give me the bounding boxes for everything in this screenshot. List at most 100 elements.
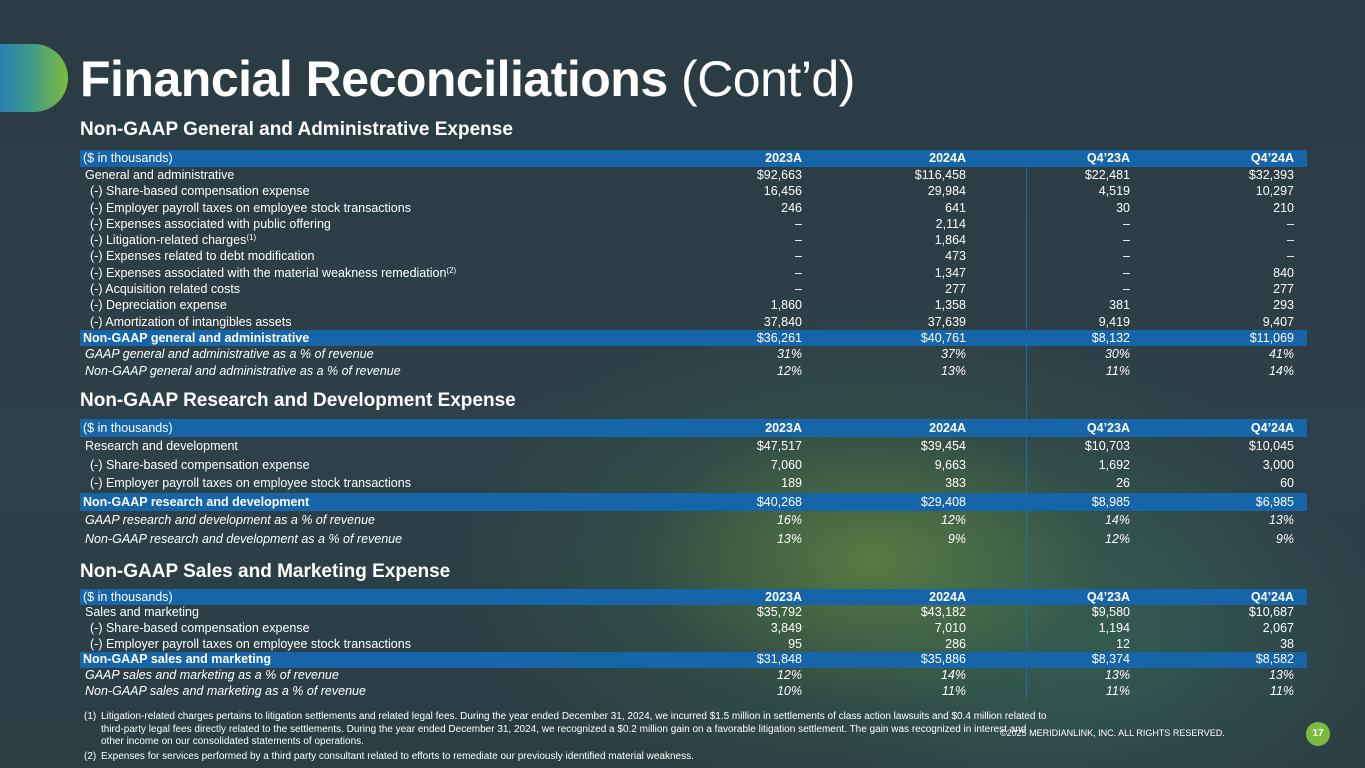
- table-row: (-) Amortization of intangibles assets 37…: [80, 314, 1307, 330]
- row-label: General and administrative: [85, 167, 234, 183]
- row-label-text: (-) Employer payroll taxes on employee s…: [90, 476, 411, 490]
- percent-row: GAAP sales and marketing as a % of reven…: [80, 668, 1307, 684]
- row-label-text: (-) Share-based compensation expense: [90, 620, 310, 635]
- row-value: 293: [1273, 298, 1294, 313]
- row-value: 189: [781, 476, 802, 490]
- table-row: (-) Employer payroll taxes on employee s…: [80, 200, 1307, 216]
- row-value: –: [1123, 249, 1130, 264]
- row-value: 38: [1280, 636, 1294, 651]
- rd-table: ($ in thousands) 2023A 2024A Q4’23A Q4’24A Re…: [80, 419, 1307, 548]
- row-label: (-) Depreciation expense: [90, 297, 227, 313]
- row-value: $43,182: [920, 605, 966, 619]
- row-value: $8,582: [1255, 652, 1294, 667]
- row-label-text: Non-GAAP general and administrative: [83, 330, 310, 345]
- row-value: 1,860: [770, 298, 802, 313]
- table-row: (-) Share-based compensation expense 16,4…: [80, 183, 1307, 199]
- table-row: (-) Litigation-related charges(1) – 1,864 –…: [80, 232, 1307, 248]
- row-value: 641: [945, 200, 966, 215]
- table-row: (-) Expenses associated with public offe…: [80, 216, 1307, 232]
- row-value: 95: [788, 636, 802, 651]
- row-value: $8,374: [1091, 652, 1130, 667]
- footnote-1-number: (1): [84, 711, 97, 722]
- row-value: 14%: [1104, 513, 1130, 527]
- row-value: 41%: [1268, 347, 1294, 362]
- percent-row: Non-GAAP sales and marketing as a % of r…: [80, 684, 1307, 700]
- row-label: GAAP general and administrative as a % o…: [85, 346, 374, 362]
- row-label-text: Non-GAAP research and development: [83, 494, 310, 509]
- row-label-text: GAAP general and administrative as a % o…: [85, 347, 374, 362]
- row-value: 10,297: [1255, 184, 1294, 199]
- row-label: (-) Share-based compensation expense: [90, 456, 310, 475]
- row-value: 12%: [940, 513, 966, 527]
- section-title-rd: Non-GAAP Research and Development Expens…: [80, 390, 516, 411]
- row-value: $8,985: [1091, 494, 1130, 509]
- column-header: 2023A: [765, 151, 802, 165]
- row-label: (-) Expenses associated with the materia…: [90, 265, 456, 281]
- total-row: Non-GAAP research and development $40,268…: [80, 492, 1307, 512]
- table-row: (-) Expenses associated with the materia…: [80, 265, 1307, 281]
- row-label: (-) Amortization of intangibles assets: [90, 314, 291, 330]
- row-value: 12%: [776, 363, 802, 378]
- table-row: (-) Employer payroll taxes on employee s…: [80, 474, 1307, 493]
- row-value: $31,848: [756, 652, 802, 667]
- row-label: Research and development: [85, 437, 238, 456]
- table-header-row: ($ in thousands) 2023A 2024A Q4’23A Q4’24A: [80, 589, 1307, 605]
- row-value: $40,268: [756, 494, 802, 509]
- row-value: $8,132: [1091, 330, 1130, 345]
- table-row: General and administrative $92,663 $116,45…: [80, 167, 1307, 183]
- row-label-text: (-) Share-based compensation expense: [90, 457, 310, 472]
- row-value: 11%: [941, 683, 966, 698]
- column-header: Q4’23A: [1086, 151, 1130, 165]
- page-title: Financial Reconciliations (Cont’d): [80, 48, 855, 110]
- row-value: 13%: [1104, 668, 1130, 683]
- row-value: 31%: [776, 347, 802, 362]
- row-label: (-) Share-based compensation expense: [90, 621, 310, 637]
- row-value: 30: [1116, 200, 1130, 215]
- row-value: 9,663: [934, 457, 966, 472]
- row-label-text: (-) Expenses associated with the materia…: [90, 265, 447, 280]
- row-value: 12: [1116, 636, 1130, 651]
- row-value: 383: [945, 476, 966, 490]
- percent-row: GAAP research and development as a % of …: [80, 511, 1307, 530]
- table-header-row: ($ in thousands) 2023A 2024A Q4’23A Q4’24A: [80, 150, 1307, 167]
- sm-table: ($ in thousands) 2023A 2024A Q4’23A Q4’24A Sa…: [80, 589, 1307, 700]
- column-header: 2024A: [929, 590, 966, 604]
- brand-logo-mark: [0, 44, 68, 112]
- row-value: –: [1123, 233, 1130, 248]
- row-label-text: (-) Litigation-related charges: [90, 233, 247, 248]
- row-label: (-) Acquisition related costs: [90, 281, 240, 297]
- row-label: GAAP sales and marketing as a % of reven…: [85, 668, 339, 684]
- row-value: 26: [1116, 476, 1130, 490]
- column-header: 2024A: [929, 421, 966, 435]
- row-value: $92,663: [756, 168, 802, 182]
- table-header-row: ($ in thousands) 2023A 2024A Q4’23A Q4’24A: [80, 419, 1307, 437]
- row-label: Non-GAAP sales and marketing: [83, 652, 271, 668]
- row-value: 13%: [940, 363, 966, 378]
- section-title-ga: Non-GAAP General and Administrative Expe…: [80, 119, 513, 140]
- unit-label: ($ in thousands): [83, 421, 173, 435]
- row-label-text: Sales and marketing: [85, 605, 199, 619]
- row-value: –: [795, 265, 802, 280]
- row-value: $32,393: [1248, 168, 1294, 182]
- footnote-2: (2) Expenses for services performed by a…: [84, 751, 1299, 764]
- row-value: 16%: [776, 513, 802, 527]
- row-value: 13%: [1268, 668, 1294, 683]
- row-value: $10,703: [1084, 439, 1130, 453]
- footnote-1-text: Litigation-related charges pertains to l…: [101, 711, 1047, 747]
- row-label: Non-GAAP general and administrative: [83, 330, 309, 346]
- row-value: 16,456: [763, 184, 802, 199]
- column-header: Q4’24A: [1250, 421, 1294, 435]
- footnote-1: (1) Litigation-related charges pertains …: [84, 711, 1047, 749]
- row-value: 9,407: [1262, 314, 1294, 329]
- row-label: (-) Share-based compensation expense: [90, 183, 310, 199]
- page-title-main: Financial Reconciliations: [80, 51, 668, 107]
- percent-row: GAAP general and administrative as a % o…: [80, 346, 1307, 362]
- row-value: 473: [945, 249, 966, 264]
- page-number: 17: [1306, 722, 1330, 746]
- row-value: 37,639: [927, 314, 966, 329]
- footnote-ref: (1): [246, 233, 257, 243]
- row-value: 277: [1273, 282, 1294, 297]
- row-value: 286: [945, 636, 966, 651]
- row-value: 9,419: [1098, 314, 1130, 329]
- row-label: Non-GAAP research and development: [83, 493, 309, 512]
